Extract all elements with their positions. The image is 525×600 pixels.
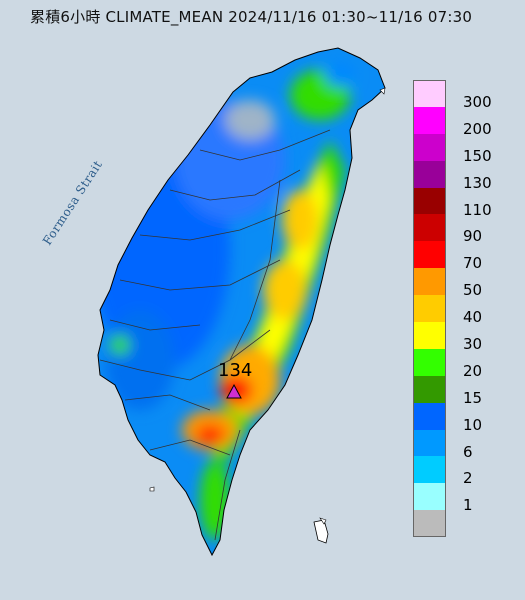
legend-label: 150 <box>463 146 492 165</box>
legend-label: 1 <box>463 496 473 515</box>
legend-swatch <box>413 322 446 349</box>
legend-row: 110 <box>413 187 503 219</box>
legend-swatch <box>413 106 446 134</box>
legend-row <box>413 510 503 538</box>
legend-label: 10 <box>463 415 483 434</box>
legend-label: 300 <box>463 93 492 111</box>
legend-label: 6 <box>463 442 473 461</box>
legend-label: 130 <box>463 173 492 192</box>
legend-label: 15 <box>463 388 483 407</box>
triangle-marker-icon <box>226 383 242 399</box>
island-green <box>313 519 329 544</box>
legend-label: 50 <box>463 281 483 300</box>
legend-swatch <box>413 160 446 188</box>
legend-swatch <box>413 348 446 376</box>
county-boundaries <box>99 129 331 541</box>
legend-swatch <box>413 510 446 538</box>
color-legend: 300 200 150 130 110 90 70 50 40 30 20 15 10 6 2 1 <box>413 80 503 538</box>
legend-label: 20 <box>463 361 483 380</box>
legend-swatch <box>413 214 446 242</box>
legend-label: 90 <box>463 227 483 246</box>
legend-swatch <box>413 429 446 457</box>
legend-swatch <box>413 80 446 107</box>
legend-row: 200 <box>413 106 503 138</box>
map-title: 累積6小時 CLIMATE_MEAN 2024/11/16 01:30~11/1… <box>30 8 473 26</box>
island-orchid <box>319 517 327 525</box>
legend-row: 50 <box>413 268 503 300</box>
legend-row: 150 <box>413 133 503 165</box>
legend-label: 200 <box>463 119 492 138</box>
legend-swatch <box>413 187 446 215</box>
legend-swatch <box>413 402 446 430</box>
island-keelung <box>379 87 386 95</box>
legend-row: 300 <box>413 80 503 111</box>
legend-swatch <box>413 456 446 484</box>
legend-row: 70 <box>413 241 503 273</box>
legend-label: 40 <box>463 308 483 327</box>
legend-swatch <box>413 241 446 269</box>
island-liuqiu <box>149 486 155 492</box>
legend-row: 15 <box>413 375 503 407</box>
legend-row: 6 <box>413 429 503 461</box>
legend-row: 2 <box>413 456 503 488</box>
legend-row: 1 <box>413 483 503 515</box>
rainfall-field <box>98 48 385 555</box>
legend-swatch <box>413 483 446 511</box>
legend-swatch <box>413 133 446 161</box>
legend-row: 10 <box>413 402 503 434</box>
legend-row: 30 <box>413 322 503 354</box>
legend-row: 130 <box>413 160 503 192</box>
legend-row: 40 <box>413 295 503 327</box>
legend-label: 110 <box>463 200 492 219</box>
legend-label: 70 <box>463 254 483 273</box>
legend-row: 20 <box>413 348 503 380</box>
max-value-label: 134 <box>218 360 253 381</box>
legend-label: 30 <box>463 335 483 354</box>
legend-label: 2 <box>463 469 473 488</box>
legend-swatch <box>413 375 446 403</box>
legend-swatch <box>413 295 446 323</box>
legend-swatch <box>413 268 446 296</box>
legend-row: 90 <box>413 214 503 246</box>
